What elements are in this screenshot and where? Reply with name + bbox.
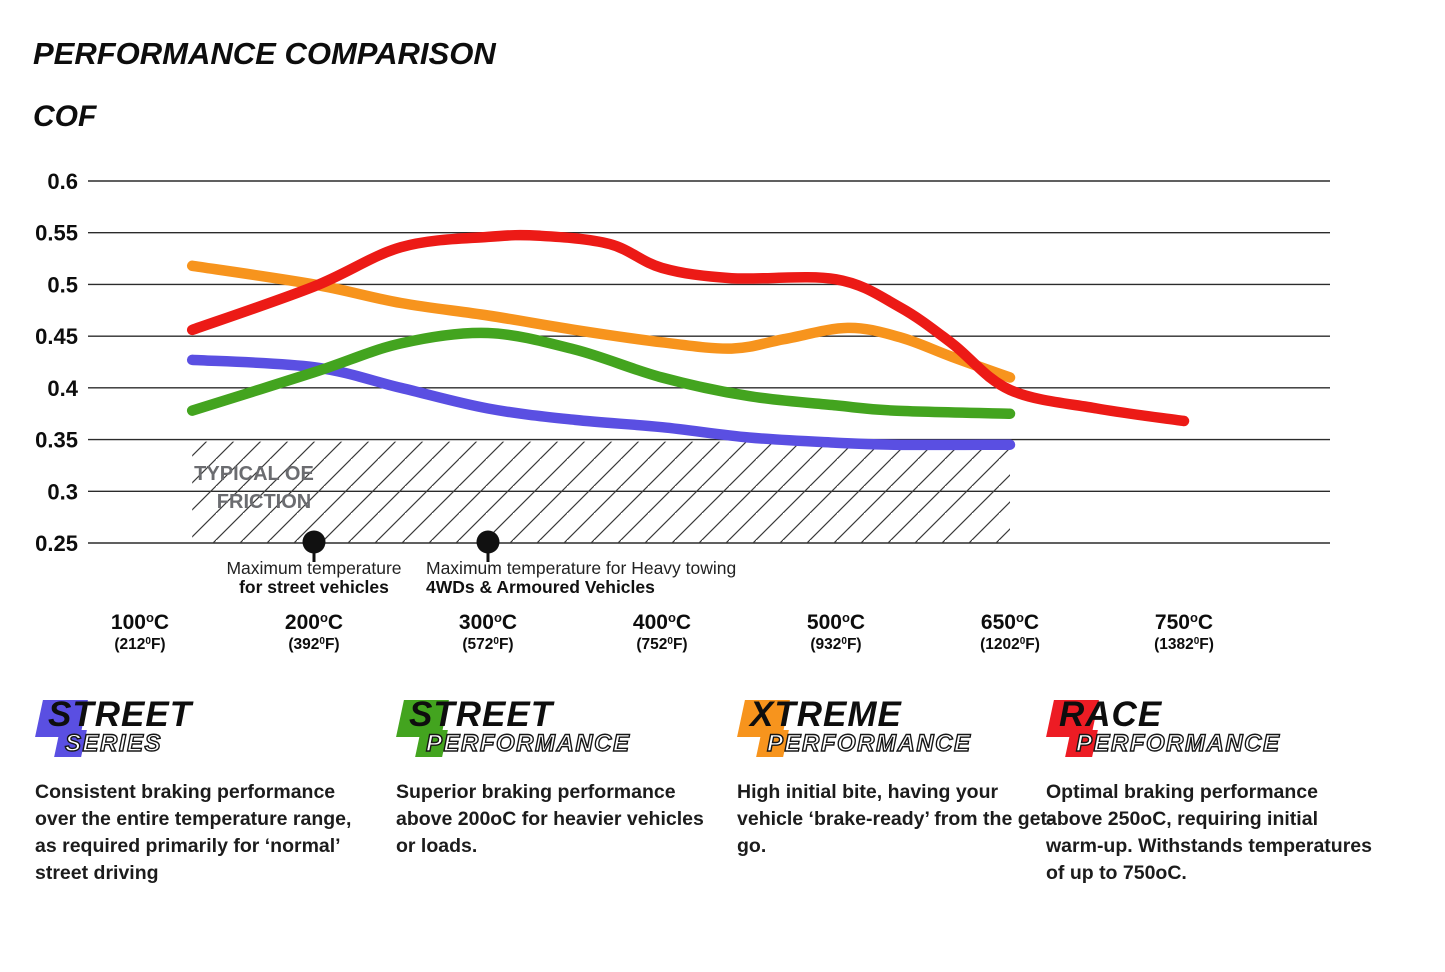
- x-tick-label-c: 200oC: [285, 610, 343, 634]
- legend-item-xtreme-performance: XTREME PERFORMANCE High initial bite, ha…: [737, 695, 1077, 860]
- marker-dot: [476, 530, 500, 554]
- series-line-race-performance: [186, 229, 1190, 427]
- x-tick-label-f: (9320F): [810, 636, 861, 653]
- race-performance-logo: RACE PERFORMANCE: [1046, 695, 1386, 763]
- x-tick-label-c: 400oC: [633, 610, 691, 634]
- legend-description: Consistent braking performance over the …: [35, 781, 352, 884]
- x-tick-label-f: (12020F): [980, 636, 1040, 653]
- logo-word-1: STREET: [409, 695, 554, 734]
- y-tick-label: 0.5: [47, 272, 78, 297]
- logo-word-2: PERFORMANCE: [766, 730, 972, 757]
- x-tick-label-c: 100oC: [111, 610, 169, 634]
- legend-description: Superior braking performance above 200oC…: [396, 781, 704, 857]
- y-tick-label: 0.25: [35, 531, 78, 556]
- typical-oe-friction-zone: [192, 441, 1010, 543]
- page-title: PERFORMANCE COMPARISON: [33, 36, 496, 71]
- xtreme-performance-logo: XTREME PERFORMANCE: [737, 695, 1077, 763]
- oe-zone-label: TYPICAL OE: [194, 463, 314, 485]
- x-tick-label-c: 300oC: [459, 610, 517, 634]
- y-tick-label: 0.35: [35, 428, 78, 453]
- x-tick-label-c: 750oC: [1155, 610, 1213, 634]
- logo-word-1: RACE: [1059, 695, 1163, 734]
- marker-dot: [302, 530, 326, 554]
- y-tick-label: 0.55: [35, 221, 78, 246]
- y-axis-title: COF: [33, 100, 97, 133]
- marker-label: Maximum temperature: [226, 558, 401, 578]
- performance-chart: 0.6 0.55 0.5 0.45 0.4 0.35 0.3 0.25 TYPICAL OE FR…: [35, 169, 1330, 653]
- logo-word-2: SERIES: [64, 730, 163, 757]
- marker-label: Maximum temperature for Heavy towing: [426, 558, 736, 578]
- legend-item-street-series: STREET SERIES Consistent braking perform…: [35, 695, 375, 887]
- legend-item-street-performance: STREET PERFORMANCE Superior braking perf…: [396, 695, 736, 860]
- y-tick-label: 0.6: [47, 169, 78, 194]
- logo-word-2: PERFORMANCE: [1075, 730, 1281, 757]
- x-tick-label-f: (5720F): [462, 636, 513, 653]
- street-series-logo: STREET SERIES: [35, 695, 375, 763]
- marker-label: 4WDs & Armoured Vehicles: [426, 577, 655, 597]
- series-line-street-performance: [186, 327, 1016, 419]
- street-performance-logo: STREET PERFORMANCE: [396, 695, 736, 763]
- logo-word-1: XTREME: [750, 695, 902, 734]
- y-tick-label: 0.3: [47, 479, 78, 504]
- legend-description: Optimal braking performance above 250oC,…: [1046, 781, 1372, 884]
- x-tick-label-c: 650oC: [981, 610, 1039, 634]
- legend: STREET SERIES Consistent braking perform…: [0, 695, 1445, 967]
- series-line-xtreme-performance: [186, 260, 1016, 383]
- y-tick-label: 0.4: [47, 376, 78, 401]
- x-tick-label-f: (3920F): [288, 636, 339, 653]
- y-tick-label: 0.45: [35, 324, 78, 349]
- oe-zone-label: FRICTION: [217, 491, 311, 513]
- x-tick-label-f: (7520F): [636, 636, 687, 653]
- logo-word-2: PERFORMANCE: [425, 730, 631, 757]
- series-line-street-series: [186, 354, 1016, 451]
- legend-description: High initial bite, having your vehicle ‘…: [737, 781, 1054, 857]
- logo-word-1: STREET: [48, 695, 193, 734]
- legend-item-race-performance: RACE PERFORMANCE Optimal braking perform…: [1046, 695, 1386, 887]
- marker-label: for street vehicles: [239, 577, 389, 597]
- x-tick-label-f: (13820F): [1154, 636, 1214, 653]
- x-tick-label-c: 500oC: [807, 610, 865, 634]
- x-tick-label-f: (2120F): [114, 636, 165, 653]
